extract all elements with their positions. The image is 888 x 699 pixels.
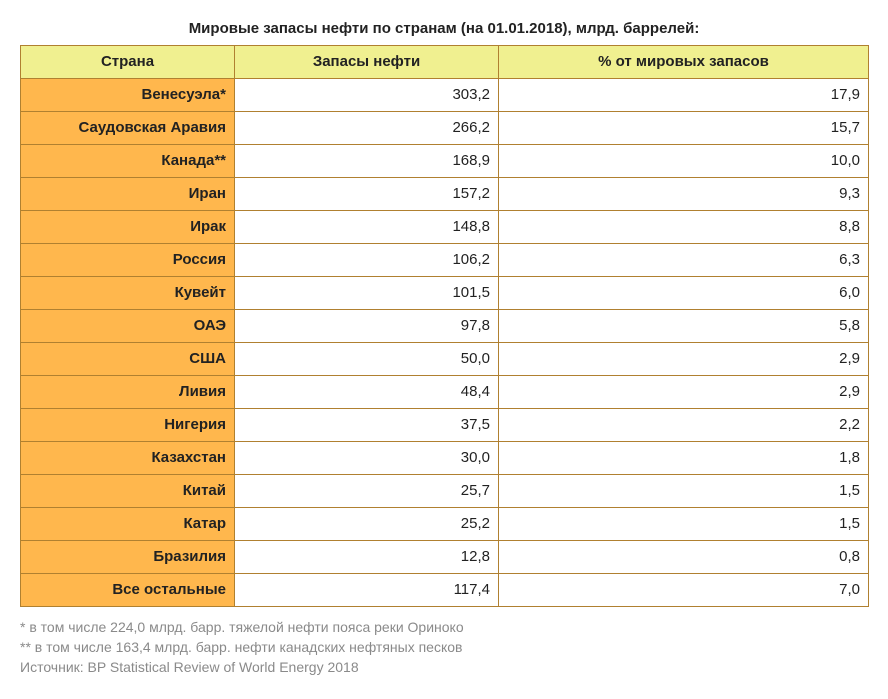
table-row: Венесуэла*303,217,9	[21, 79, 869, 112]
table-row: Ливия48,42,9	[21, 376, 869, 409]
cell-country: Венесуэла*	[21, 79, 235, 112]
table-body: Венесуэла*303,217,9Саудовская Аравия266,…	[21, 79, 869, 607]
cell-reserves: 37,5	[235, 409, 499, 442]
cell-pct: 2,9	[499, 376, 869, 409]
cell-pct: 17,9	[499, 79, 869, 112]
cell-pct: 2,2	[499, 409, 869, 442]
table-row: Россия106,26,3	[21, 244, 869, 277]
cell-country: ОАЭ	[21, 310, 235, 343]
cell-country: Ирак	[21, 211, 235, 244]
cell-pct: 6,0	[499, 277, 869, 310]
cell-country: Россия	[21, 244, 235, 277]
table-row: Катар25,21,5	[21, 508, 869, 541]
cell-reserves: 303,2	[235, 79, 499, 112]
cell-country: Китай	[21, 475, 235, 508]
table-row: Иран157,29,3	[21, 178, 869, 211]
cell-reserves: 157,2	[235, 178, 499, 211]
cell-pct: 6,3	[499, 244, 869, 277]
table-row: Бразилия12,80,8	[21, 541, 869, 574]
table-row: Саудовская Аравия266,215,7	[21, 112, 869, 145]
cell-reserves: 266,2	[235, 112, 499, 145]
cell-reserves: 97,8	[235, 310, 499, 343]
cell-country: Казахстан	[21, 442, 235, 475]
header-country: Страна	[21, 46, 235, 79]
cell-pct: 8,8	[499, 211, 869, 244]
table-row: США50,02,9	[21, 343, 869, 376]
cell-pct: 1,5	[499, 508, 869, 541]
cell-pct: 1,5	[499, 475, 869, 508]
footnote-line: * в том числе 224,0 млрд. барр. тяжелой …	[20, 619, 868, 635]
cell-country: Катар	[21, 508, 235, 541]
table-row: Ирак148,88,8	[21, 211, 869, 244]
cell-pct: 5,8	[499, 310, 869, 343]
cell-country: Иран	[21, 178, 235, 211]
table-row: Кувейт101,56,0	[21, 277, 869, 310]
cell-reserves: 48,4	[235, 376, 499, 409]
header-reserves: Запасы нефти	[235, 46, 499, 79]
cell-country: Бразилия	[21, 541, 235, 574]
cell-country: Саудовская Аравия	[21, 112, 235, 145]
cell-country: Кувейт	[21, 277, 235, 310]
cell-reserves: 25,7	[235, 475, 499, 508]
reserves-table: Страна Запасы нефти % от мировых запасов…	[20, 45, 869, 607]
page-title: Мировые запасы нефти по странам (на 01.0…	[20, 20, 868, 37]
cell-reserves: 30,0	[235, 442, 499, 475]
cell-pct: 9,3	[499, 178, 869, 211]
cell-pct: 0,8	[499, 541, 869, 574]
cell-country: Нигерия	[21, 409, 235, 442]
header-pct: % от мировых запасов	[499, 46, 869, 79]
cell-country: США	[21, 343, 235, 376]
cell-pct: 15,7	[499, 112, 869, 145]
cell-country: Канада**	[21, 145, 235, 178]
cell-country: Ливия	[21, 376, 235, 409]
table-row: Все остальные117,47,0	[21, 574, 869, 607]
table-row: Казахстан30,01,8	[21, 442, 869, 475]
cell-reserves: 148,8	[235, 211, 499, 244]
cell-reserves: 101,5	[235, 277, 499, 310]
cell-country: Все остальные	[21, 574, 235, 607]
cell-reserves: 168,9	[235, 145, 499, 178]
cell-reserves: 12,8	[235, 541, 499, 574]
cell-reserves: 50,0	[235, 343, 499, 376]
footnote-line: ** в том числе 163,4 млрд. барр. нефти к…	[20, 639, 868, 655]
cell-pct: 7,0	[499, 574, 869, 607]
table-header-row: Страна Запасы нефти % от мировых запасов	[21, 46, 869, 79]
cell-pct: 1,8	[499, 442, 869, 475]
cell-reserves: 25,2	[235, 508, 499, 541]
table-row: Китай25,71,5	[21, 475, 869, 508]
footnotes: * в том числе 224,0 млрд. барр. тяжелой …	[20, 619, 868, 675]
cell-pct: 2,9	[499, 343, 869, 376]
cell-reserves: 117,4	[235, 574, 499, 607]
table-row: Канада**168,910,0	[21, 145, 869, 178]
table-row: ОАЭ97,85,8	[21, 310, 869, 343]
cell-reserves: 106,2	[235, 244, 499, 277]
table-row: Нигерия37,52,2	[21, 409, 869, 442]
page-container: Мировые запасы нефти по странам (на 01.0…	[20, 20, 868, 675]
cell-pct: 10,0	[499, 145, 869, 178]
footnote-line: Источник: BP Statistical Review of World…	[20, 659, 868, 675]
